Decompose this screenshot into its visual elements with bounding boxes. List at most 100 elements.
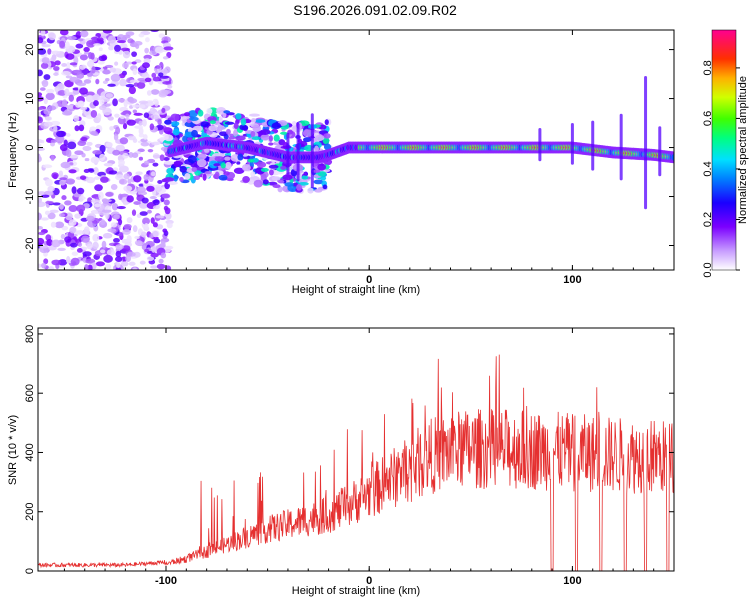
- spectrogram-cluster-blob: [253, 179, 263, 188]
- spectrogram-noise-blob: [55, 130, 66, 138]
- x-tick-label: 100: [563, 575, 581, 587]
- spectrogram-cluster-blob: [197, 153, 207, 160]
- spectrogram-cluster-blob: [189, 116, 199, 122]
- spectrogram-noise-blob: [93, 100, 99, 107]
- spectrogram-noise-blob: [91, 209, 99, 214]
- spectrogram-noise-blob: [39, 245, 49, 249]
- spectrogram-noise-blob: [43, 121, 53, 127]
- spectrogram-noise-blob: [100, 176, 109, 183]
- x-tick-label: -100: [155, 575, 177, 587]
- spectrogram-noise-blob: [38, 231, 46, 236]
- spectrogram-streak: [658, 126, 662, 177]
- spectrogram-noise-blob: [65, 133, 71, 137]
- y-tick-label: 20: [24, 43, 36, 55]
- spectrogram-noise-blob: [83, 226, 90, 235]
- spectrogram-noise-blob: [66, 62, 71, 70]
- spectrogram-noise-blob: [136, 213, 142, 218]
- spectrogram-noise-blob: [84, 264, 89, 270]
- y-tick-label: 10: [24, 92, 36, 104]
- colorbar-tick-label: 0.6: [702, 111, 714, 126]
- spectrogram-noise-blob: [87, 264, 93, 270]
- spectrogram-streak: [619, 113, 623, 181]
- spectrogram-noise-blob: [46, 238, 53, 247]
- spectrogram-streak: [591, 120, 595, 171]
- spectrogram-noise-blob: [75, 43, 84, 49]
- spectrogram-noise-blob: [74, 150, 84, 156]
- spectrogram-noise-blob: [142, 62, 150, 69]
- spectrogram-cluster-blob: [324, 119, 329, 126]
- spectrogram-cluster-blob: [268, 142, 274, 146]
- spectrogram-noise-blob: [152, 230, 159, 238]
- spectrogram-noise-blob: [43, 258, 49, 265]
- spectrogram-cluster-blob: [273, 134, 280, 142]
- spectrogram-noise-blob: [82, 145, 92, 152]
- spectrogram-noise-blob: [122, 152, 129, 159]
- spectrogram-cluster-blob: [247, 158, 255, 163]
- spectrogram-noise-blob: [43, 74, 51, 80]
- spectrogram-cluster-blob: [272, 184, 281, 189]
- spectrogram-noise-blob: [38, 197, 42, 203]
- spectrogram-noise-blob: [118, 72, 126, 79]
- spectrogram-noise-blob: [134, 235, 140, 240]
- spectrogram-noise-blob: [90, 199, 100, 203]
- spectrogram-noise-blob: [150, 114, 159, 120]
- spectrogram-noise-blob: [60, 234, 66, 240]
- spectrogram-noise-blob: [112, 149, 121, 156]
- spectrogram-noise-blob: [134, 240, 143, 246]
- spectrogram-noise-blob: [126, 195, 134, 203]
- spectrogram-noise-blob: [48, 266, 55, 270]
- spectrogram-cluster-blob: [164, 119, 172, 125]
- spectrogram-noise-blob: [153, 238, 161, 244]
- spectrogram-cluster-blob: [282, 174, 293, 181]
- spectrogram-cluster-blob: [322, 184, 328, 190]
- spectrogram-noise-blob: [167, 84, 173, 89]
- spectrogram-noise-blob: [57, 90, 67, 96]
- spectrogram-noise-blob: [73, 56, 79, 65]
- spectrogram-noise-blob: [138, 127, 144, 135]
- spectrogram-noise-blob: [151, 141, 161, 146]
- spectrogram-noise-blob: [77, 100, 85, 107]
- spectrogram-noise-blob: [45, 88, 55, 94]
- y-tick-label: 200: [24, 503, 36, 521]
- spectrogram-noise-blob: [59, 213, 65, 218]
- spectrogram-cluster-blob: [193, 175, 200, 181]
- spectrogram-streak: [644, 76, 648, 210]
- spectrogram-cluster-blob: [223, 171, 230, 176]
- spectrogram-cluster-blob: [184, 112, 191, 117]
- spectrogram-cluster-blob: [319, 176, 327, 181]
- spectrogram-cluster-blob: [323, 143, 332, 151]
- colorbar-tick-label: 0.0: [702, 262, 714, 277]
- spectrogram-noise-blob: [161, 107, 166, 113]
- spectrogram-noise-blob: [50, 120, 61, 126]
- colorbar-gradient: [711, 29, 737, 271]
- spectrogram-cluster-blob: [268, 169, 274, 176]
- spectrogram-noise-blob: [68, 204, 78, 213]
- spectrogram-noise-blob: [53, 66, 60, 71]
- snr-x-ticks: -100 0 100: [63, 328, 675, 587]
- spectrogram-noise-blob: [51, 172, 59, 179]
- spectrogram-noise-blob: [64, 200, 72, 206]
- spectrogram-noise-blob: [75, 31, 82, 39]
- spectrogram-cluster-blob: [197, 109, 204, 117]
- spectrogram-noise-blob: [51, 239, 61, 248]
- spectrogram-noise-blob: [135, 43, 140, 49]
- spectrogram-noise-blob: [96, 37, 104, 42]
- spectrogram-noise-blob: [42, 164, 53, 169]
- spectrogram-noise-blob: [119, 78, 127, 87]
- spectrogram-cluster-blob: [224, 121, 235, 125]
- spectrogram-noise-blob: [131, 61, 137, 65]
- y-tick-label: 600: [24, 384, 36, 402]
- spectrogram-noise-blob: [68, 169, 77, 174]
- y-tick-label: 800: [24, 325, 36, 343]
- spectrogram-noise-blob: [146, 90, 152, 96]
- spectrogram-noise-blob: [101, 209, 112, 213]
- snr-x-label: Height of straight line (km): [292, 585, 420, 597]
- spectrogram-noise-blob: [85, 215, 95, 222]
- spectrogram-noise-blob: [158, 258, 164, 264]
- spectrogram-noise-blob: [108, 170, 118, 175]
- spectrogram-cluster-blob: [256, 161, 267, 168]
- spectrogram-noise-blob: [132, 267, 138, 270]
- spectrogram-cluster-blob: [323, 133, 331, 139]
- spectrogram-noise-blob: [136, 186, 147, 194]
- spectrogram-noise-blob: [126, 235, 132, 242]
